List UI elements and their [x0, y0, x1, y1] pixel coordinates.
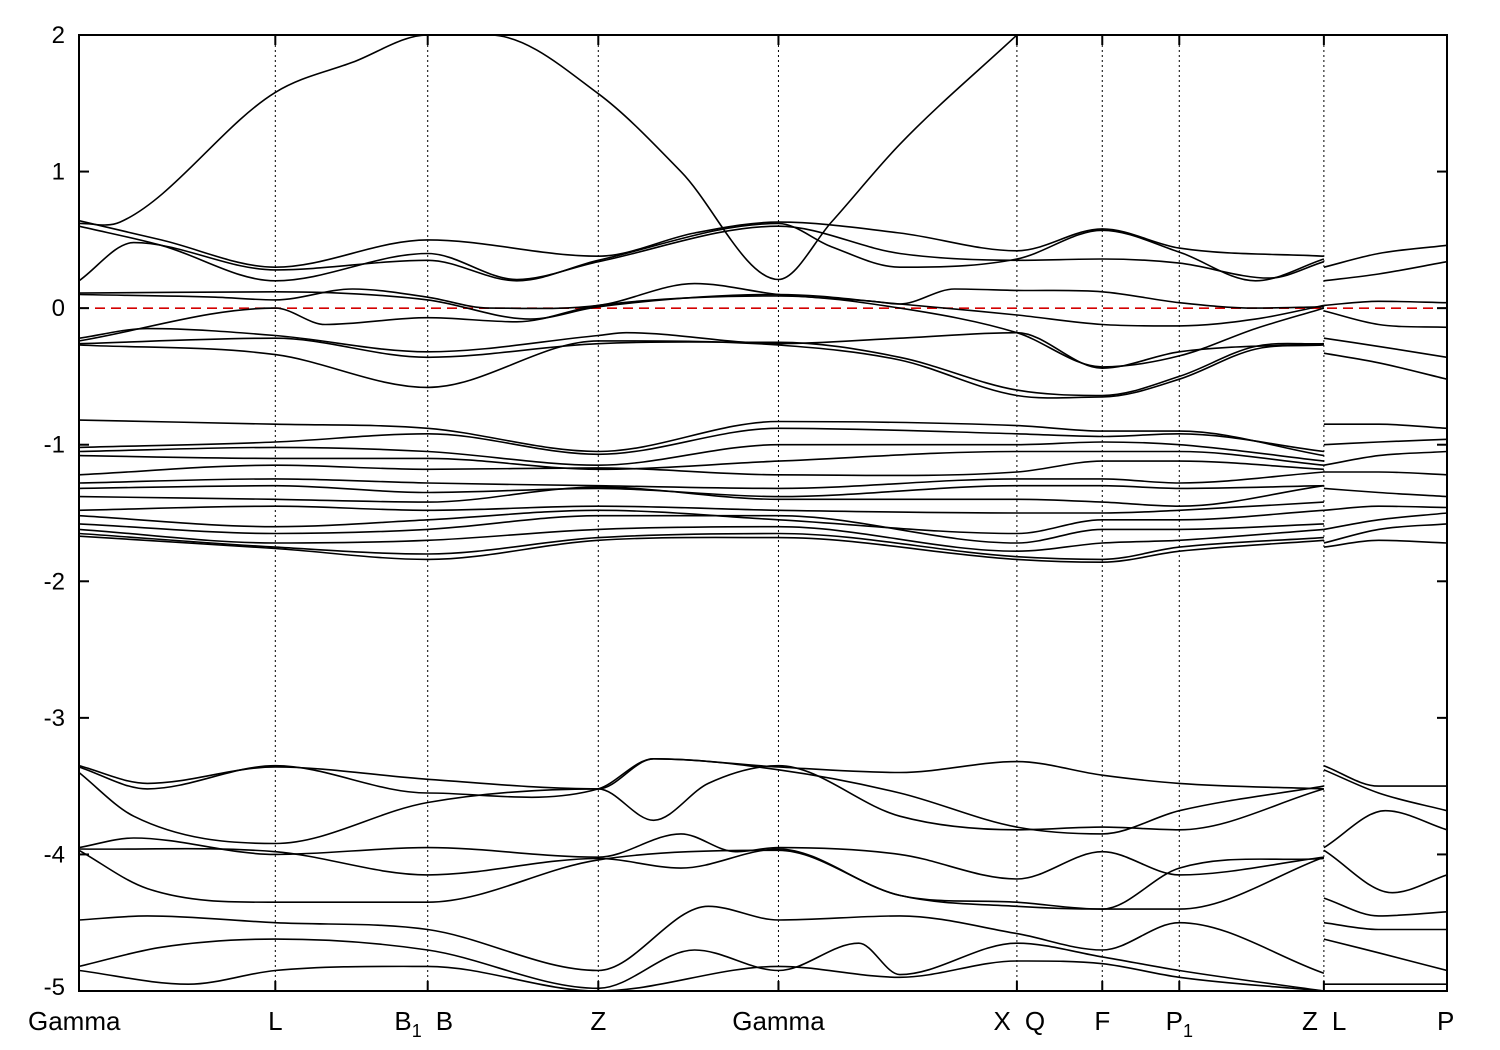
- band-line: [79, 450, 1324, 471]
- band-line: [79, 484, 1324, 498]
- band-line: [79, 757, 1325, 835]
- band-line: [1323, 897, 1447, 917]
- y-tick-label: 0: [52, 295, 65, 322]
- band-line: [79, 327, 1324, 370]
- band-line: [79, 441, 1324, 467]
- band-line: [1323, 539, 1447, 548]
- band-line: [79, 764, 1325, 845]
- band-line: [1323, 244, 1447, 268]
- band-line: [1323, 337, 1447, 359]
- band-line: [1323, 512, 1447, 531]
- y-tick-label: 2: [52, 22, 65, 49]
- band-line: [79, 833, 1324, 880]
- kpoint-label: P1: [1166, 1006, 1193, 1041]
- kpoint-label: Z: [1302, 1006, 1318, 1036]
- band-line: [1323, 849, 1447, 894]
- kpoint-label: Gamma: [28, 1006, 121, 1036]
- band-line: [79, 340, 1324, 399]
- band-line: [79, 225, 1325, 282]
- kpoint-label: Z: [590, 1006, 606, 1036]
- band-line: [79, 535, 1324, 564]
- band-line: [1323, 523, 1447, 544]
- kpoint-label: L: [1332, 1006, 1346, 1036]
- kpoint-label: B: [436, 1006, 453, 1036]
- band-line: [1323, 300, 1447, 307]
- y-tick-label: -5: [44, 974, 65, 1001]
- band-line: [79, 905, 1325, 974]
- kpoint-label: Q: [1025, 1006, 1045, 1036]
- band-line: [1323, 260, 1447, 282]
- band-line: [79, 295, 1325, 368]
- y-tick-label: -4: [44, 841, 65, 868]
- band-line: [1323, 505, 1447, 512]
- band-line: [79, 222, 1325, 282]
- band-line: [79, 938, 1325, 991]
- band-line: [1323, 423, 1447, 430]
- kpoint-label: F: [1094, 1006, 1110, 1036]
- band-line: [1323, 487, 1447, 498]
- band-line: [79, 282, 1324, 310]
- kpoint-label: Gamma: [732, 1006, 825, 1036]
- band-line: [79, 460, 1324, 477]
- band-line: [79, 532, 1324, 561]
- band-line: [79, 514, 1324, 544]
- y-tick-label: -1: [44, 432, 65, 459]
- kpoint-label: X: [994, 1006, 1011, 1036]
- band-line: [1323, 769, 1447, 812]
- bands-layer: [79, 35, 1447, 991]
- band-line: [79, 525, 1324, 553]
- y-tick-label: -3: [44, 705, 65, 732]
- band-line: [79, 501, 1324, 514]
- band-line: [79, 757, 1324, 790]
- band-line: [79, 35, 1018, 281]
- band-line: [1323, 450, 1447, 466]
- band-line: [79, 847, 1325, 910]
- band-line: [79, 337, 1324, 397]
- y-tick-label: -2: [44, 568, 65, 595]
- band-line: [79, 290, 1325, 327]
- kpoint-label: B1: [394, 1006, 421, 1041]
- band-line: [1323, 921, 1447, 931]
- band-line: [79, 509, 1324, 535]
- band-line: [1323, 764, 1447, 787]
- band-line: [79, 219, 1324, 269]
- kpoint-label: P: [1437, 1006, 1454, 1036]
- band-line: [1323, 438, 1447, 446]
- band-line: [1323, 310, 1447, 329]
- band-line: [79, 471, 1324, 490]
- band-line: [1323, 809, 1447, 849]
- band-line: [79, 849, 1324, 910]
- band-line: [1323, 938, 1447, 972]
- grid-layer: [274, 35, 1325, 991]
- x-axis: Gamma L B1 B Z Gamma X Q F P1 Z L P: [28, 35, 1454, 1041]
- band-line: [79, 484, 1325, 508]
- kpoint-label: L: [268, 1006, 282, 1036]
- band-line: [79, 960, 1324, 991]
- plot-frame: [78, 34, 1448, 992]
- y-axis: -5 -4 -3 -2 -1 0 1 2: [44, 22, 1447, 1001]
- band-line: [1323, 352, 1447, 380]
- band-line: [79, 419, 1325, 457]
- band-line: [1323, 471, 1447, 476]
- band-line: [79, 427, 1324, 456]
- y-tick-label: 1: [52, 159, 65, 186]
